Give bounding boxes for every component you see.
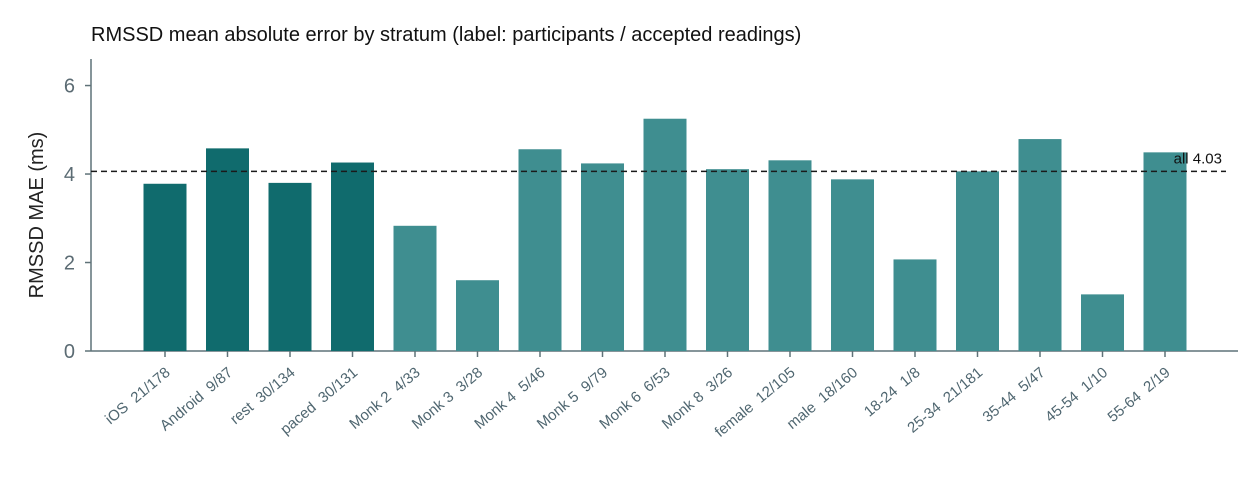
bar [768,160,812,351]
bar [831,179,874,351]
chart-title: RMSSD mean absolute error by stratum (la… [91,24,801,46]
bar [956,171,999,351]
x-tick-label: 45-54 1/10 [1042,364,1111,426]
bar [1143,152,1187,351]
x-tick-label: 35-44 5/47 [979,364,1048,426]
y-tick-label: 0 [64,341,75,363]
bar [893,259,937,351]
bar [518,149,562,351]
y-axis-label: RMSSD MAE (ms) [26,132,48,299]
x-tick-label: 18-24 1/8 [861,364,924,420]
bar [706,169,749,351]
reference-line-label: all 4.03 [1174,150,1222,167]
y-tick-label: 2 [64,253,75,275]
bar [581,163,624,351]
bars [143,118,1187,352]
bar [206,148,249,351]
bar [643,118,687,352]
y-tick-label: 4 [64,164,75,186]
y-axis: 0 2 4 6 [64,59,92,363]
bar [393,225,437,351]
x-tick-label: 55-64 2/19 [1104,364,1173,426]
bar [1018,139,1062,351]
bar [331,162,374,351]
bar [268,182,312,351]
reference-line-group: all 4.03 [91,150,1226,173]
bar [143,183,187,351]
y-tick-label: 6 [64,76,75,98]
bar [1081,294,1124,351]
bar [456,280,499,351]
